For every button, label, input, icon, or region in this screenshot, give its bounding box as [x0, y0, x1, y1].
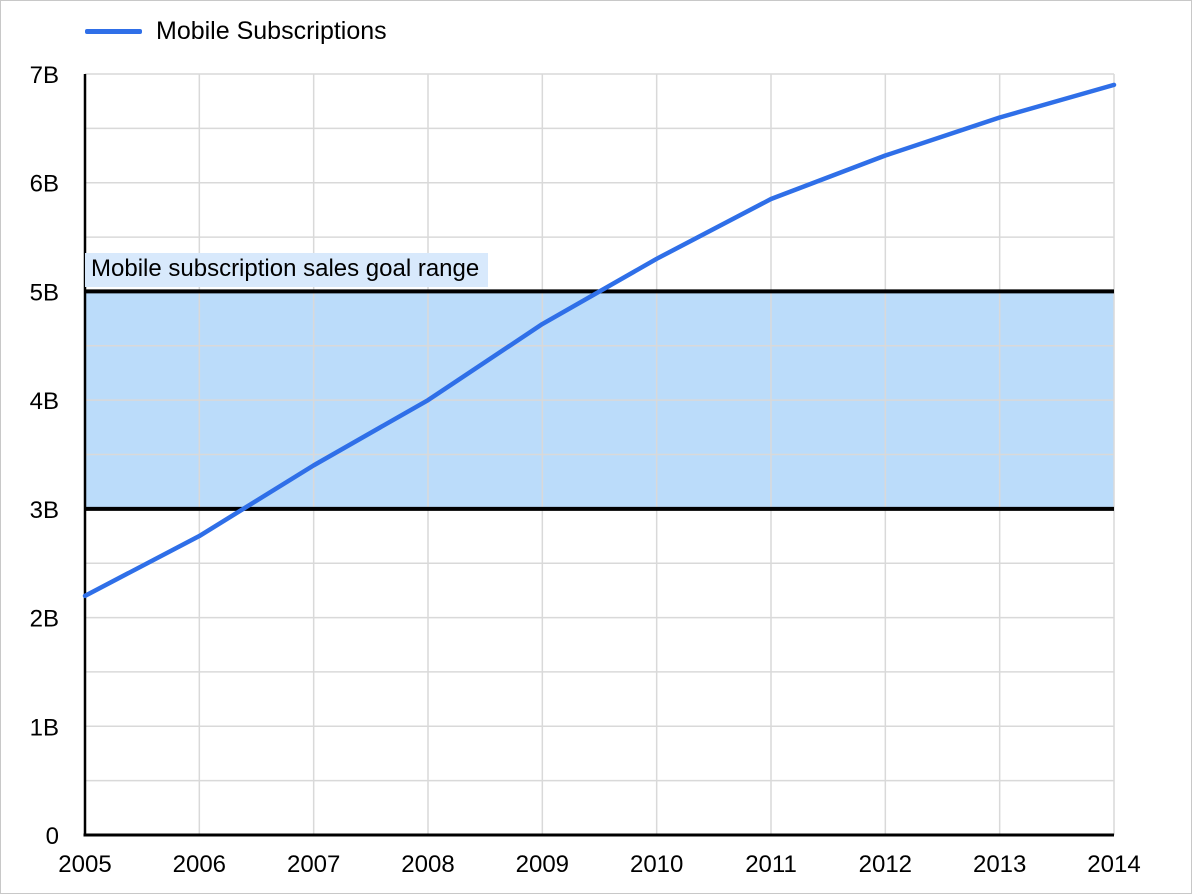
- y-tick-label: 7B: [30, 62, 59, 89]
- x-tick-label: 2009: [516, 851, 569, 878]
- y-tick-label: 1B: [30, 714, 59, 741]
- goal-range-annotation: Mobile subscription sales goal range: [85, 253, 489, 287]
- x-tick-label: 2011: [745, 851, 797, 878]
- series-line: [82, 82, 1117, 599]
- legend: Mobile Subscriptions: [85, 17, 387, 45]
- y-tick-label: 0: [46, 823, 59, 850]
- y-tick-label: 4B: [30, 388, 59, 415]
- x-tick-label: 2012: [859, 851, 912, 878]
- y-tick-label: 2B: [30, 606, 59, 633]
- legend-line-swatch: [85, 28, 142, 34]
- y-tick-label: 6B: [30, 171, 59, 198]
- x-tick-label: 2006: [173, 851, 226, 878]
- x-tick-label: 2007: [287, 851, 340, 878]
- x-tick-label: 2008: [401, 851, 454, 878]
- x-tick-label: 2010: [630, 851, 683, 878]
- x-tick-label: 2005: [58, 851, 111, 878]
- x-tick-label: 2013: [973, 851, 1026, 878]
- x-tick-label: 2014: [1087, 851, 1140, 878]
- y-tick-label: 3B: [30, 497, 59, 524]
- legend-label: Mobile Subscriptions: [156, 16, 387, 45]
- y-tick-label: 5B: [30, 279, 59, 306]
